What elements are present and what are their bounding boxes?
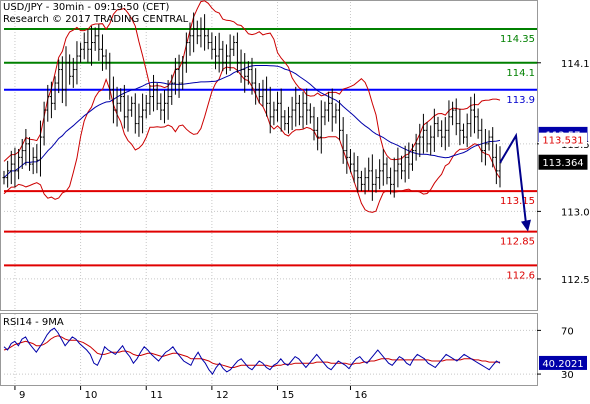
x-tick-label: 12	[216, 390, 229, 400]
x-tick-label: 15	[282, 390, 295, 400]
y-tick-label: 113.0	[561, 207, 590, 218]
chart-copyright: Research © 2017 TRADING CENTRAL	[3, 14, 189, 25]
key-level-label: 112.6	[506, 270, 535, 281]
rsi-tag-box	[539, 355, 587, 370]
x-tick-label: 11	[150, 390, 163, 400]
x-tick-label: 10	[85, 390, 98, 400]
main-panel-frame	[0, 0, 538, 311]
key-level-label: 112.85	[500, 237, 535, 248]
key-levels: 114.35 114.1 113.9 113.15 112.85 112.6	[4, 28, 537, 281]
rsi-tag-label: 40.2021	[542, 359, 583, 370]
rsi-y-tick-label: 70	[561, 326, 574, 337]
forecast-arrow	[499, 132, 531, 232]
key-level-label: 113.9	[506, 95, 535, 106]
price-tag-box	[538, 154, 588, 170]
rsi-panel-frame	[0, 313, 538, 386]
forecast-path	[499, 132, 527, 224]
rsi-y-tick-label: 30	[561, 370, 574, 381]
chart-title: USD/JPY - 30min - 09:19:50 (CET)	[3, 2, 170, 13]
rsi-label: RSI14 - 9MA	[3, 317, 64, 328]
candles	[2, 12, 502, 201]
key-level-label: 114.1	[506, 68, 535, 79]
key-level-label: 114.35	[500, 34, 535, 45]
key-level-label: 113.15	[500, 196, 535, 207]
rsi-lines	[3, 327, 501, 375]
price-tag-box	[539, 132, 587, 147]
price-tag-label: 113.364	[542, 158, 583, 169]
forecast-arrowhead	[521, 219, 531, 232]
price-tag-label: 113.531	[542, 136, 583, 147]
y-tick-label: 114.1	[561, 59, 590, 70]
y-tick-label: 112.5	[561, 275, 590, 286]
rsi-line	[3, 327, 501, 375]
bollinger-upper	[3, 0, 501, 162]
x-tick-label: 9	[19, 390, 25, 400]
x-tick-label: 16	[354, 390, 367, 400]
rsi-signal-line	[3, 335, 500, 368]
